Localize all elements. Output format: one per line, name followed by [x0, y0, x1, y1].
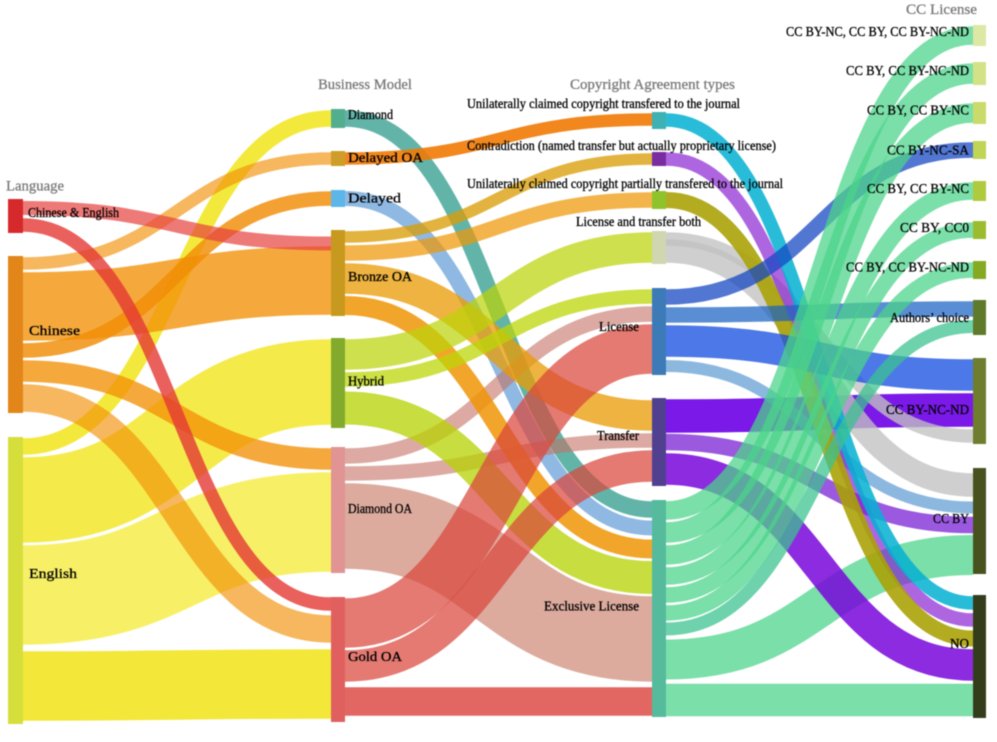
svg-text:CC BY-NC-ND: CC BY-NC-ND [886, 403, 969, 418]
svg-text:CC BY-NC, CC BY, CC BY-NC-ND: CC BY-NC, CC BY, CC BY-NC-ND [786, 25, 969, 40]
svg-text:CC BY, CC0: CC BY, CC0 [900, 221, 969, 236]
svg-text:Hybrid: Hybrid [348, 374, 384, 389]
svg-text:License and transfer both: License and transfer both [576, 214, 701, 229]
svg-text:Diamond: Diamond [348, 107, 393, 122]
svg-text:Authors’ choice: Authors’ choice [890, 311, 969, 326]
svg-text:Diamond OA: Diamond OA [348, 501, 412, 516]
svg-text:CC BY, CC BY-NC: CC BY, CC BY-NC [867, 182, 969, 197]
svg-text:Copyright Agreement types: Copyright Agreement types [570, 77, 735, 93]
svg-text:Chinese: Chinese [29, 323, 80, 338]
svg-text:Chinese & English: Chinese & English [28, 205, 119, 220]
svg-text:Transfer: Transfer [597, 428, 639, 443]
svg-text:Contradiction (named transfer: Contradiction (named transfer but actual… [467, 138, 776, 153]
svg-text:Language: Language [6, 179, 64, 195]
svg-text:CC BY: CC BY [933, 512, 969, 527]
svg-text:Gold OA: Gold OA [348, 649, 402, 664]
svg-text:Business Model: Business Model [318, 77, 412, 93]
svg-text:CC License: CC License [906, 2, 977, 18]
svg-text:Exclusive License: Exclusive License [544, 599, 639, 614]
svg-text:License: License [599, 319, 639, 334]
svg-text:Unilaterally claimed copyright: Unilaterally claimed copyright transfere… [467, 96, 740, 111]
svg-text:CC BY, CC BY-NC-ND: CC BY, CC BY-NC-ND [846, 64, 969, 79]
svg-text:CC BY-NC-SA: CC BY-NC-SA [887, 144, 970, 159]
svg-text:Delayed: Delayed [348, 191, 401, 206]
svg-text:Bronze OA: Bronze OA [348, 269, 412, 284]
svg-text:NO: NO [950, 637, 969, 652]
svg-text:Delayed OA: Delayed OA [348, 150, 423, 165]
svg-text:CC BY, CC BY-NC-ND: CC BY, CC BY-NC-ND [846, 261, 969, 276]
svg-text:CC BY, CC BY-NC: CC BY, CC BY-NC [867, 104, 969, 119]
svg-text:Unilaterally claimed copyright: Unilaterally claimed copyright partially… [467, 176, 783, 191]
svg-text:English: English [29, 566, 77, 581]
